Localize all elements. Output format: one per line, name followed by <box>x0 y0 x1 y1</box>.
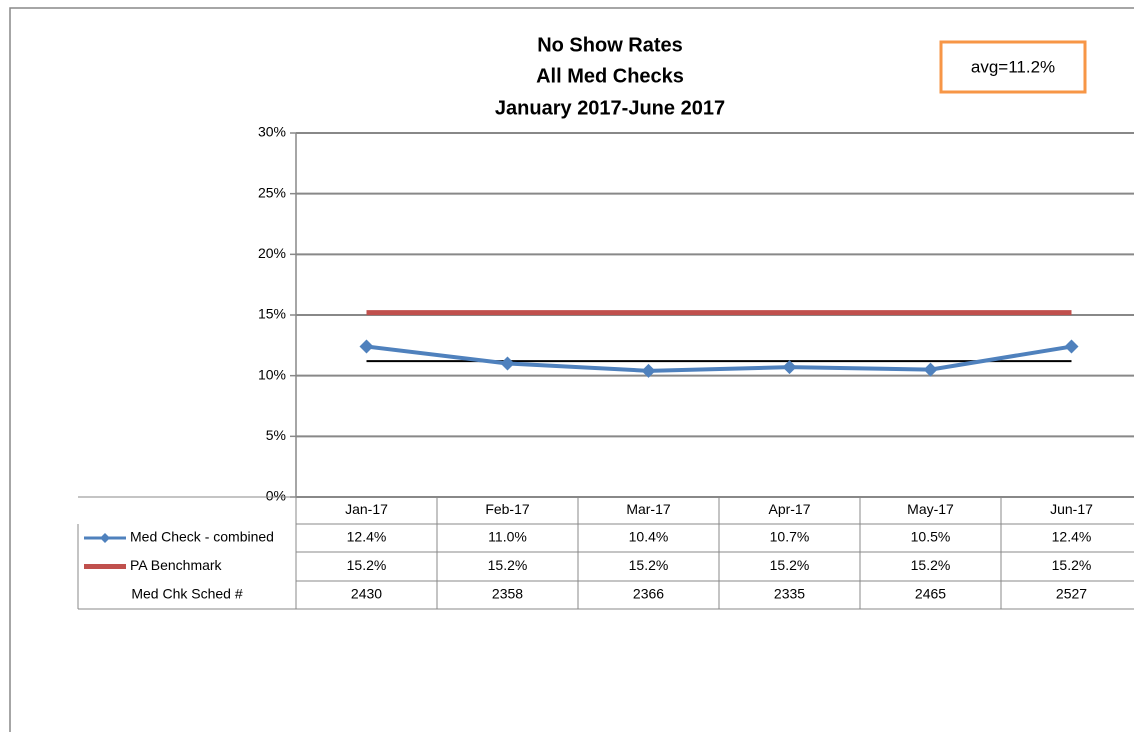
legend-marker <box>100 533 110 543</box>
table-value: 2335 <box>774 586 805 602</box>
annotation-box <box>939 40 1087 94</box>
point-marker <box>1064 339 1079 354</box>
table-value: 15.2% <box>347 557 387 573</box>
x-tick-label: Jan-17 <box>345 501 388 517</box>
table-value: 15.2% <box>911 557 951 573</box>
legend-label: Med Check - combined <box>130 529 274 545</box>
chart-subtitle: January 2017-June 2017 <box>495 97 725 119</box>
table-value: 15.2% <box>488 557 528 573</box>
table-value: 15.2% <box>770 557 810 573</box>
chart-subtitle: All Med Checks <box>536 65 684 87</box>
table-value: 15.2% <box>629 557 669 573</box>
point-marker <box>782 360 797 375</box>
y-tick-label: 15% <box>258 306 286 322</box>
series-line <box>366 344 1072 373</box>
point-marker <box>641 363 656 378</box>
x-tick-label: Mar-17 <box>626 501 671 517</box>
table-value: 2358 <box>492 586 523 602</box>
x-tick-label: Jun-17 <box>1050 501 1093 517</box>
y-tick-label: 5% <box>266 427 286 443</box>
x-tick-label: May-17 <box>907 501 954 517</box>
table-row-label: Med Chk Sched # <box>131 586 242 602</box>
x-tick-label: Feb-17 <box>485 501 530 517</box>
y-tick-label: 10% <box>258 366 286 382</box>
table-value: 10.4% <box>629 529 669 545</box>
legend-label: PA Benchmark <box>130 557 223 573</box>
table-value: 2366 <box>633 586 664 602</box>
point-marker <box>500 356 515 371</box>
y-tick-label: 30% <box>258 124 286 140</box>
table-value: 2465 <box>915 586 946 602</box>
point-marker <box>359 339 374 354</box>
table-value: 10.7% <box>770 529 810 545</box>
table-value: 15.2% <box>1052 557 1092 573</box>
y-tick-label: 20% <box>258 245 286 261</box>
y-tick-label: 0% <box>266 488 286 504</box>
table-value: 2430 <box>351 586 382 602</box>
table-value: 2527 <box>1056 586 1087 602</box>
point-marker <box>923 362 938 377</box>
table-value: 11.0% <box>488 529 527 545</box>
table-value: 12.4% <box>347 529 387 545</box>
annotation-label: avg=11.2% <box>971 57 1055 76</box>
table-value: 12.4% <box>1052 529 1092 545</box>
chart-title: No Show Rates <box>537 34 683 56</box>
table-value: 10.5% <box>911 529 951 545</box>
x-tick-label: Apr-17 <box>768 501 810 517</box>
chart-border <box>9 7 1134 732</box>
y-tick-label: 25% <box>258 184 286 200</box>
